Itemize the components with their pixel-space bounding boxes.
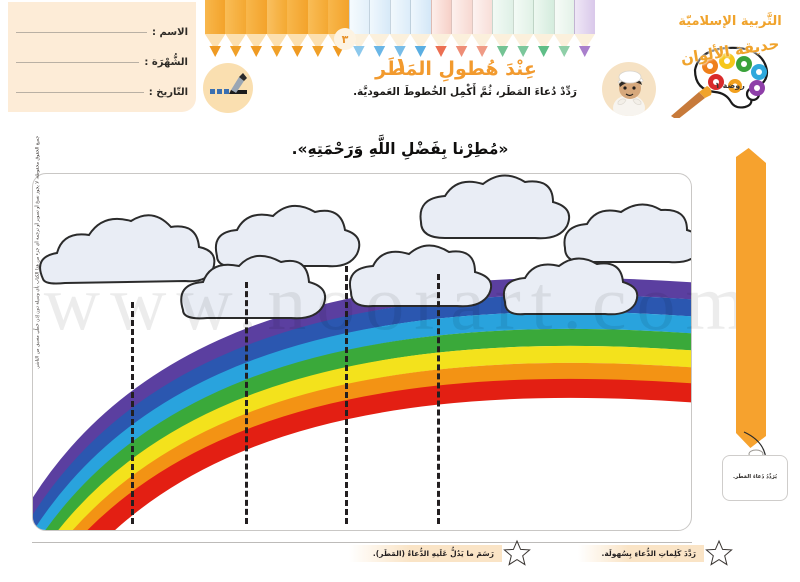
pencil-icon [430, 0, 452, 58]
info-label: التّاريخ : [148, 87, 188, 98]
objective-text: رَسَمَ ما يَدُلُّ عَلَيهِ الدُّعاءُ (الم… [348, 544, 502, 562]
pencil-icon [389, 0, 411, 58]
info-label: الاسم : [151, 27, 188, 38]
pencil-icon [266, 0, 288, 58]
pencil-icon [225, 0, 246, 58]
star-icon [705, 539, 733, 566]
activity-frame [32, 173, 692, 531]
student-info-card: الاسم : الشُّهْرَة : التّاريخ : [8, 2, 196, 112]
trace-line[interactable] [245, 282, 248, 524]
pencil-icon [492, 0, 513, 58]
note-tag-text: يُرَدِّدُ دُعاءَ المَطَر. [732, 474, 778, 481]
lesson-instruction: رَدِّدْ دُعاءَ المَطَر، ثُمَّ أَكْمِل ال… [353, 85, 577, 98]
subject-title: التَّربية الإسلاميّة [678, 14, 782, 29]
pencil-icon [553, 0, 575, 58]
page-title: عِنْدَ هُطولِ المَطَر [375, 58, 537, 80]
color-palette-gears-logo: حديقة الألوان روضة ١ [665, 30, 795, 118]
objective-item: رَدَّدَ كَلِماتِ الدُّعاءِ بِسُهولَة. [577, 536, 734, 570]
rainbow-with-clouds-illustration [33, 174, 691, 530]
axis-banner [736, 148, 766, 448]
pencil-icon [307, 0, 329, 58]
pencil-icon [574, 0, 595, 58]
info-label: الشُّهْرَة : [144, 57, 188, 68]
trace-line[interactable] [131, 302, 134, 524]
rain-supplication-verse: «مُطِرْنا بِفَضْلِ اللَّهِ وَرَحْمَتِهِ»… [291, 140, 509, 158]
pencil-icon [512, 0, 534, 58]
bottom-divider [32, 542, 692, 543]
write-in-line[interactable] [16, 32, 147, 33]
write-in-line[interactable] [16, 92, 144, 93]
lesson-header: ١ عِنْدَ هُطولِ المَطَر رَدِّدْ دُعاءَ ا… [330, 54, 600, 99]
pencil-icon [348, 0, 370, 58]
star-icon [503, 539, 531, 566]
trace-line[interactable] [345, 266, 348, 524]
pencil-row-decoration [204, 0, 595, 58]
write-in-line[interactable] [16, 62, 140, 63]
boy-with-cap-avatar [602, 62, 656, 116]
trace-line[interactable] [437, 274, 440, 524]
info-row-surname: الشُّهْرَة : [16, 57, 188, 68]
info-row-name: الاسم : [16, 27, 188, 38]
pencil-icon [245, 0, 267, 58]
pencil-icon [451, 0, 472, 58]
lesson-number: ١ [394, 54, 408, 79]
pencil-icon [204, 0, 226, 58]
note-tag: يُرَدِّدُ دُعاءَ المَطَر. [722, 455, 788, 501]
pencil-icon [287, 0, 308, 58]
pencil-icon [369, 0, 390, 58]
pencil-drawing-icon [203, 63, 253, 113]
pencil-icon [471, 0, 493, 58]
level-label: روضة ١ [715, 81, 745, 90]
objective-text: رَدَّدَ كَلِماتِ الدُّعاءِ بِسُهولَة. [577, 544, 704, 562]
info-row-date: التّاريخ : [16, 87, 188, 98]
page-number: ٣ [334, 28, 356, 50]
pencil-icon [410, 0, 431, 58]
objective-item: رَسَمَ ما يَدُلُّ عَلَيهِ الدُّعاءُ (الم… [348, 536, 532, 570]
brand-block: التَّربية الإسلاميّة [660, 14, 800, 118]
pencil-icon [533, 0, 554, 58]
